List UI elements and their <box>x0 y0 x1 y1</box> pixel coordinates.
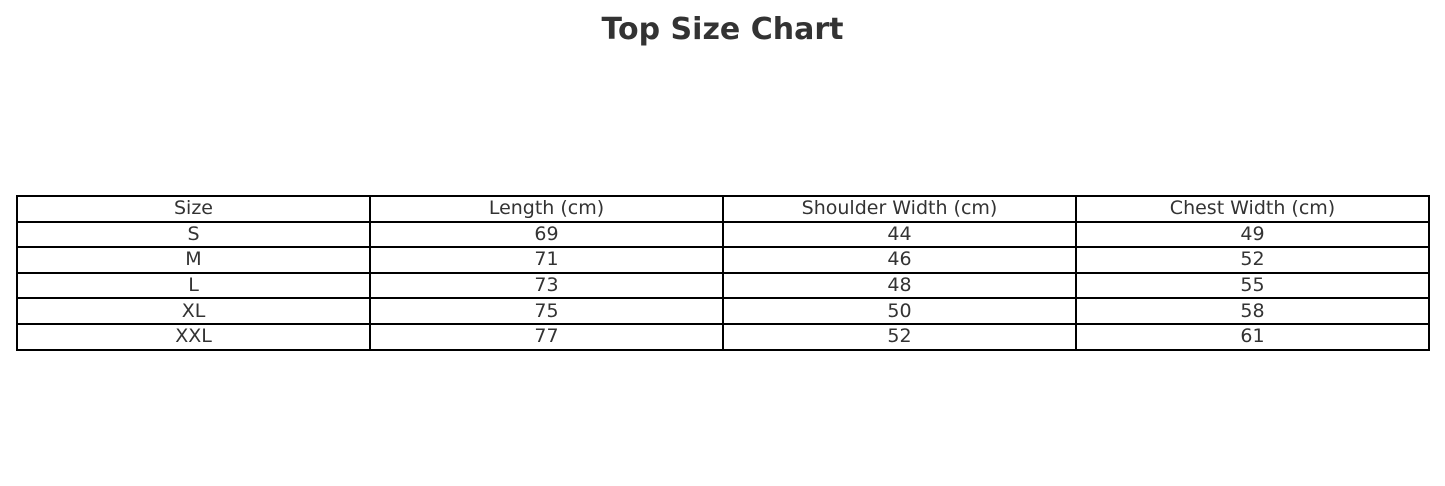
column-header: Size <box>16 195 371 223</box>
table-cell: 52 <box>1075 246 1430 274</box>
table-cell: M <box>16 246 371 274</box>
table-cell: 77 <box>369 322 724 351</box>
size-table: Size Length (cm) Shoulder Width (cm) Chest … <box>16 195 1430 351</box>
table-cell: L <box>16 271 371 300</box>
table-cell: S <box>16 220 371 249</box>
table-cell: 69 <box>369 220 724 249</box>
table-row: S 69 44 49 <box>16 220 1430 249</box>
table-cell: 58 <box>1075 297 1430 325</box>
table-row: XXL 77 52 61 <box>16 322 1430 351</box>
table-cell: 50 <box>722 297 1077 325</box>
table-cell: 71 <box>369 246 724 274</box>
table-cell: 75 <box>369 297 724 325</box>
table-cell: 61 <box>1075 322 1430 351</box>
table-cell: XXL <box>16 322 371 351</box>
table-cell: 46 <box>722 246 1077 274</box>
table-cell: 48 <box>722 271 1077 300</box>
table-row: L 73 48 55 <box>16 271 1430 300</box>
column-header: Chest Width (cm) <box>1075 195 1430 223</box>
table-cell: 73 <box>369 271 724 300</box>
table-cell: XL <box>16 297 371 325</box>
table-cell: 52 <box>722 322 1077 351</box>
column-header: Length (cm) <box>369 195 724 223</box>
table-header-row: Size Length (cm) Shoulder Width (cm) Chest … <box>16 195 1430 223</box>
table-row: XL 75 50 58 <box>16 297 1430 325</box>
chart-title: Top Size Chart <box>601 12 844 47</box>
table-cell: 44 <box>722 220 1077 249</box>
column-header: Shoulder Width (cm) <box>722 195 1077 223</box>
table-row: M 71 46 52 <box>16 246 1430 274</box>
table-cell: 49 <box>1075 220 1430 249</box>
table-cell: 55 <box>1075 271 1430 300</box>
